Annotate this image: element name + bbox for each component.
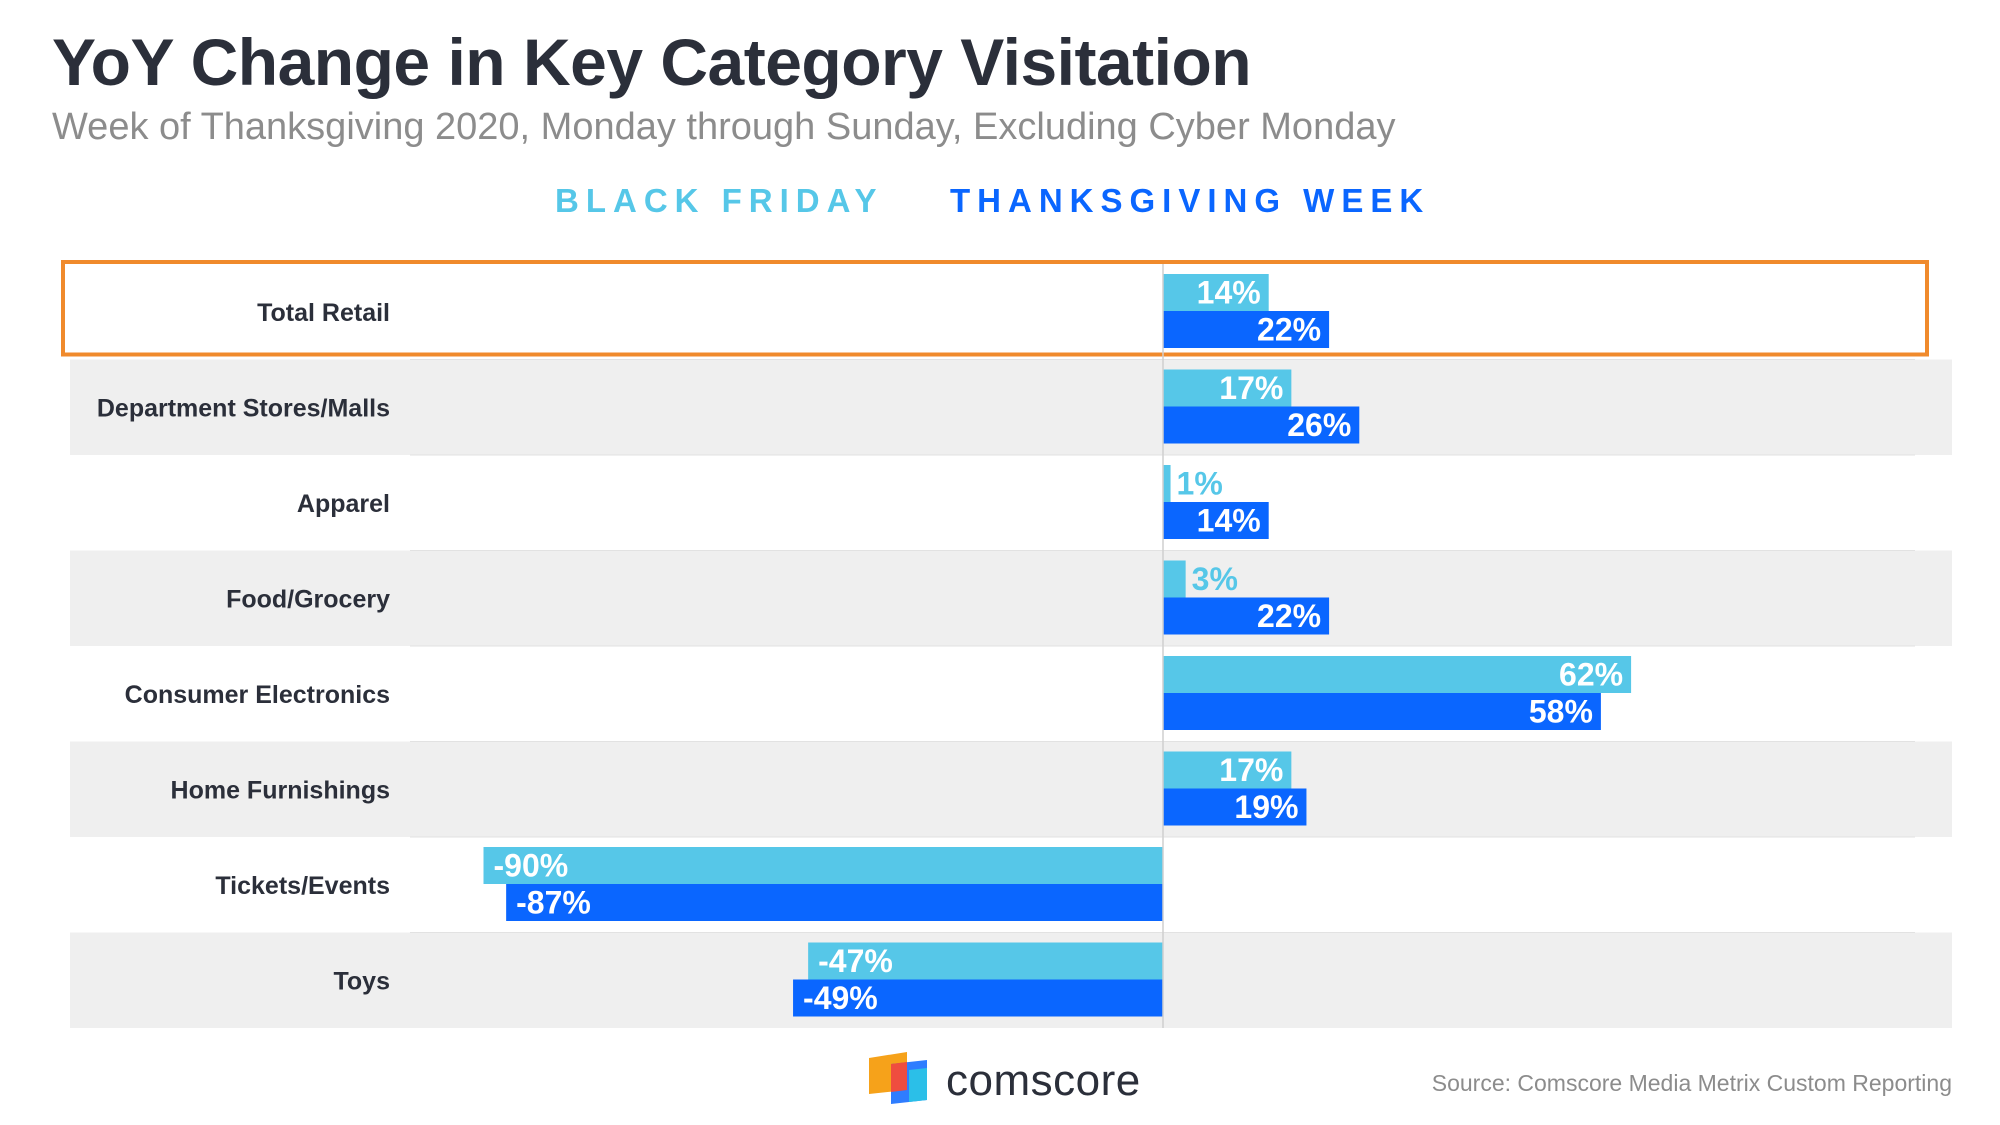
category-label: Toys bbox=[334, 967, 391, 995]
row-band bbox=[70, 550, 1952, 646]
category-label: Home Furnishings bbox=[171, 776, 390, 804]
data-label: 17% bbox=[1219, 370, 1283, 406]
category-label: Department Stores/Malls bbox=[97, 394, 390, 422]
bar-black-friday bbox=[1163, 465, 1171, 502]
data-label: 14% bbox=[1197, 275, 1261, 311]
row-band bbox=[70, 741, 1952, 837]
category-label: Apparel bbox=[297, 490, 390, 518]
data-label: -49% bbox=[803, 980, 878, 1016]
data-label: 58% bbox=[1529, 694, 1593, 730]
data-label: 22% bbox=[1257, 598, 1321, 634]
legend-thanksgiving-week: THANKSGIVING WEEK bbox=[950, 182, 1431, 219]
bar-black-friday bbox=[1163, 656, 1632, 693]
bar-black-friday bbox=[1163, 560, 1186, 598]
bar-thanksgiving-week bbox=[793, 979, 1163, 1017]
bar-thanksgiving-week bbox=[1163, 502, 1269, 539]
bar-thanksgiving-week bbox=[1163, 311, 1330, 348]
comscore-logo-icon bbox=[869, 1052, 927, 1104]
bar-black-friday bbox=[1163, 274, 1269, 311]
bar-thanksgiving-week bbox=[1163, 788, 1307, 826]
category-label: Total Retail bbox=[257, 299, 390, 327]
bar-thanksgiving-week bbox=[1163, 597, 1330, 635]
row-band bbox=[70, 359, 1952, 455]
highlight-box bbox=[61, 260, 1929, 357]
data-label: 62% bbox=[1559, 657, 1623, 693]
data-label: 19% bbox=[1234, 789, 1298, 825]
data-label: 26% bbox=[1287, 407, 1351, 443]
bar-black-friday bbox=[483, 847, 1163, 884]
bar-thanksgiving-week bbox=[1163, 693, 1601, 730]
chart-title: YoY Change in Key Category Visitation bbox=[52, 25, 1252, 99]
source-note: Source: Comscore Media Metrix Custom Rep… bbox=[1431, 1070, 1952, 1096]
brand-name: comscore bbox=[946, 1056, 1141, 1105]
bar-thanksgiving-week bbox=[1163, 406, 1360, 444]
data-label: 1% bbox=[1177, 466, 1223, 502]
chart-subtitle: Week of Thanksgiving 2020, Monday throug… bbox=[52, 106, 1396, 148]
data-label: 14% bbox=[1197, 503, 1261, 539]
data-label: 3% bbox=[1192, 561, 1238, 597]
bar-black-friday bbox=[1163, 369, 1292, 407]
data-label: -47% bbox=[818, 943, 893, 979]
data-label: -90% bbox=[494, 848, 569, 884]
data-label: 22% bbox=[1257, 312, 1321, 348]
legend-black-friday: BLACK FRIDAY bbox=[555, 182, 884, 219]
category-label: Consumer Electronics bbox=[125, 681, 390, 709]
bar-black-friday bbox=[808, 942, 1163, 980]
data-label: -87% bbox=[516, 885, 591, 921]
data-label: 17% bbox=[1219, 752, 1283, 788]
category-label: Tickets/Events bbox=[215, 872, 390, 900]
bar-thanksgiving-week bbox=[506, 884, 1163, 921]
category-label: Food/Grocery bbox=[226, 585, 390, 613]
bar-black-friday bbox=[1163, 751, 1292, 789]
